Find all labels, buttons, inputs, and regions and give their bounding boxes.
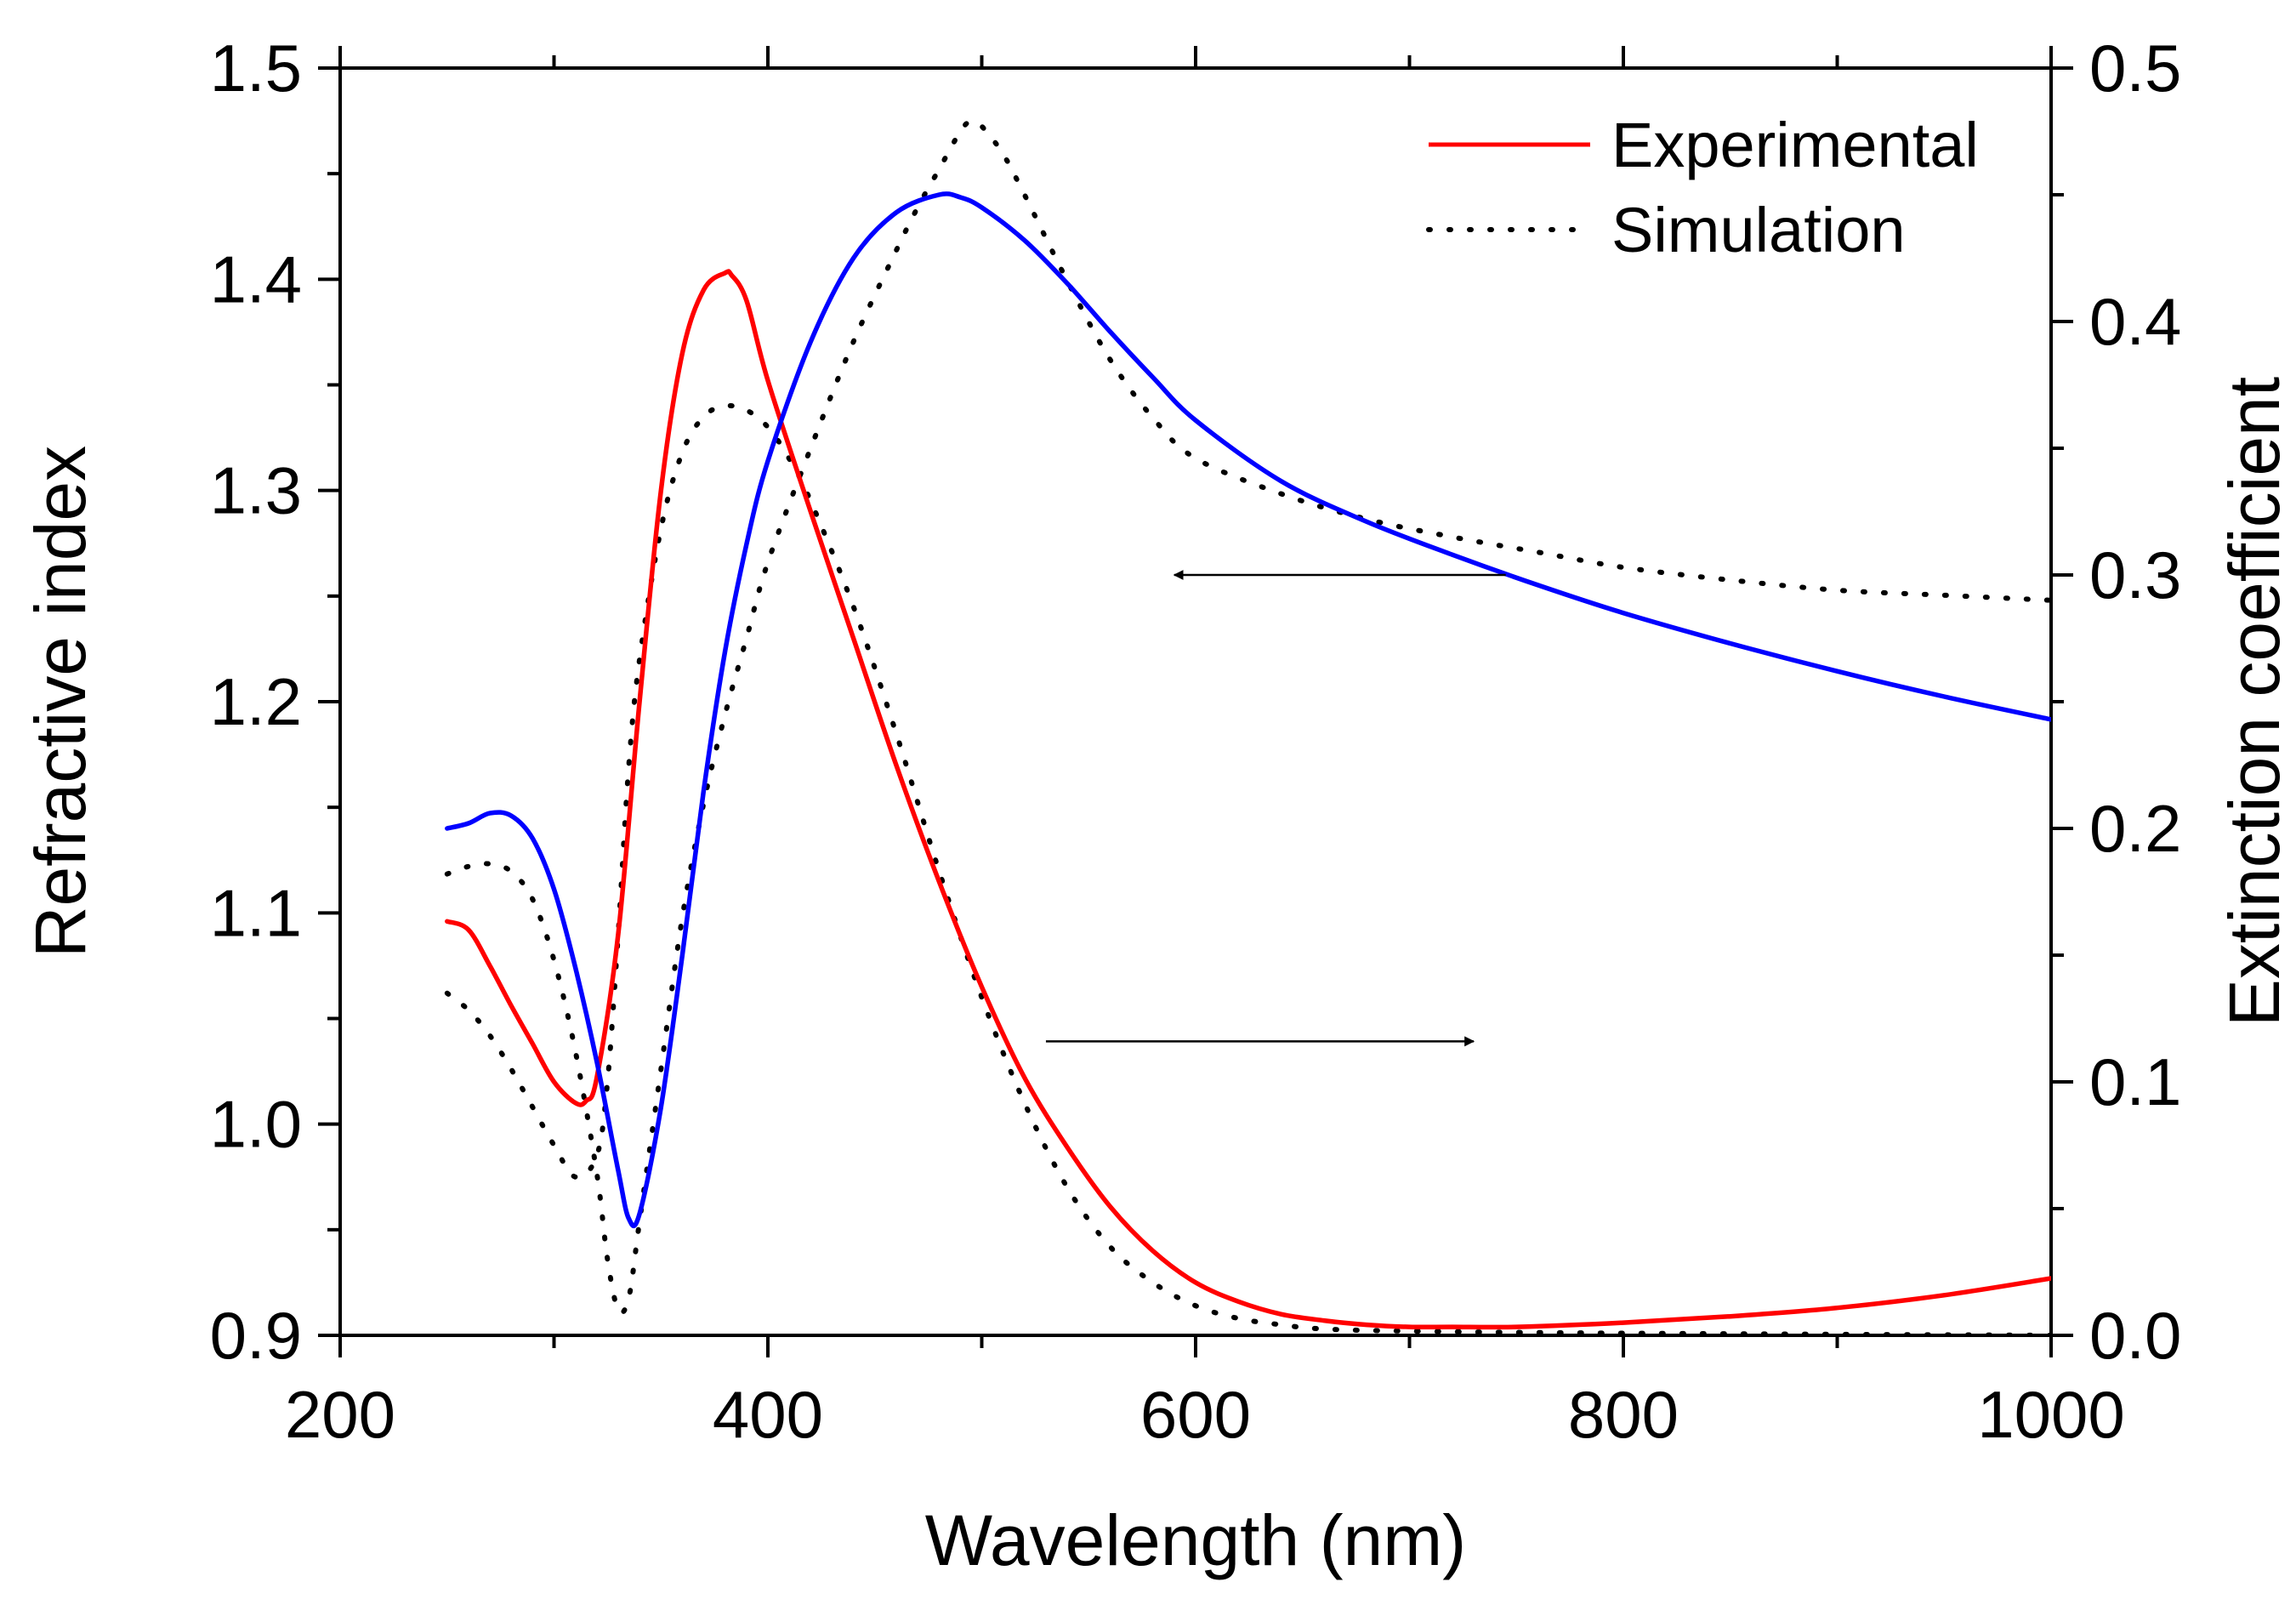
y-tick-label-right: 0.3 bbox=[2089, 538, 2181, 612]
series-line-3 bbox=[444, 118, 2051, 1316]
y-tick-label-left: 1.0 bbox=[210, 1087, 302, 1162]
y-tick-label-left: 1.5 bbox=[210, 31, 302, 105]
y-tick-label-left: 1.3 bbox=[210, 453, 302, 528]
x-tick-label: 600 bbox=[1140, 1377, 1251, 1452]
y-tick-label-left: 1.4 bbox=[210, 242, 302, 316]
x-tick-label: 200 bbox=[285, 1377, 395, 1452]
x-axis-title: Wavelength (nm) bbox=[925, 1500, 1466, 1580]
legend-label-experimental: Experimental bbox=[1611, 110, 1979, 180]
series-line-2 bbox=[444, 402, 2051, 1335]
axis-tick-labels: 200 400 600 800 1000 0.9 1.0 1.1 1.2 1.3 1.4 1.5 0.0… bbox=[210, 31, 2182, 1452]
series-layer bbox=[444, 118, 2051, 1335]
y-tick-label-right: 0.4 bbox=[2089, 284, 2181, 359]
axis-ticks bbox=[318, 46, 2073, 1357]
x-tick-label: 800 bbox=[1568, 1377, 1679, 1452]
legend: Experimental Simulation bbox=[1426, 110, 1979, 265]
legend-label-simulation: Simulation bbox=[1611, 195, 1906, 265]
y-tick-label-left: 1.2 bbox=[210, 664, 302, 739]
annotation-layer bbox=[1045, 570, 1506, 1047]
y-tick-label-right: 0.0 bbox=[2089, 1298, 2181, 1373]
series-line-0 bbox=[445, 269, 2051, 1330]
y-axis-left-title: Refractive index bbox=[20, 446, 100, 958]
y-tick-label-right: 0.2 bbox=[2089, 791, 2181, 866]
y-tick-label-right: 0.5 bbox=[2089, 31, 2181, 105]
x-tick-label: 1000 bbox=[1977, 1377, 2125, 1452]
series-line-1 bbox=[445, 191, 2051, 1229]
y-axis-right-title: Extinction coefficient bbox=[2214, 377, 2294, 1027]
y-tick-label-left: 1.1 bbox=[210, 875, 302, 950]
y-tick-label-left: 0.9 bbox=[210, 1298, 302, 1373]
y-tick-label-right: 0.1 bbox=[2089, 1044, 2181, 1119]
x-tick-label: 400 bbox=[713, 1377, 823, 1452]
